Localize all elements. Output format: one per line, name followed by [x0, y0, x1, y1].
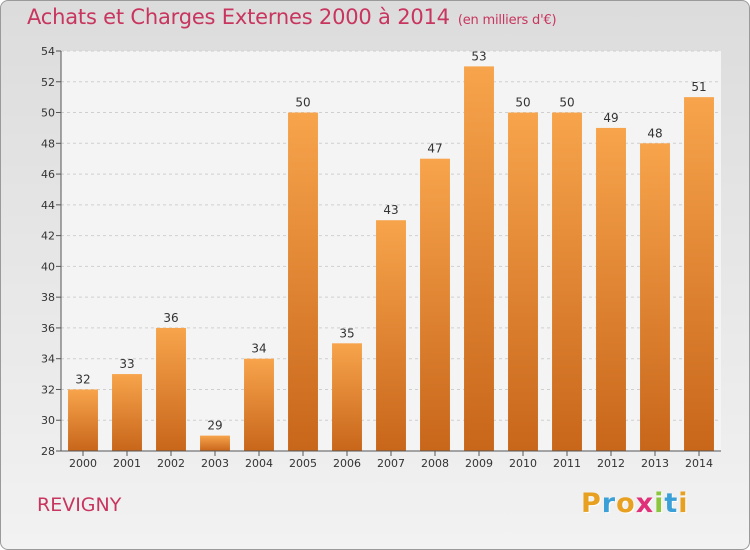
chart-unit: (en milliers d'€)	[457, 13, 557, 28]
bar	[684, 97, 714, 452]
data-label: 35	[339, 326, 354, 340]
data-label: 32	[75, 372, 90, 386]
x-tick-label: 2001	[113, 457, 141, 470]
y-tick-label: 28	[41, 445, 55, 458]
bar	[288, 112, 318, 452]
logo-letter: i	[678, 488, 689, 519]
data-label: 43	[383, 203, 398, 217]
y-tick-label: 32	[41, 383, 55, 396]
bar	[68, 389, 98, 451]
logo-letter: P	[581, 488, 602, 519]
chart-title: Achats et Charges Externes 2000 à 2014 (e…	[27, 5, 557, 29]
y-tick-label: 52	[41, 76, 55, 89]
bar	[156, 327, 186, 451]
x-tick-label: 2008	[421, 457, 449, 470]
y-tick-label: 40	[41, 260, 55, 273]
data-label: 49	[603, 111, 618, 125]
data-label: 36	[163, 311, 178, 325]
y-tick-label: 54	[41, 45, 55, 58]
bar	[464, 66, 494, 451]
y-tick-label: 30	[41, 414, 55, 427]
commune-name: REVIGNY	[37, 494, 122, 516]
bar	[200, 435, 230, 451]
bar	[596, 127, 626, 451]
y-tick-label: 38	[41, 291, 55, 304]
bar	[112, 374, 142, 451]
logo-letter: i	[654, 488, 665, 519]
x-tick-label: 2014	[685, 457, 713, 470]
x-tick-label: 2011	[553, 457, 581, 470]
bar	[552, 112, 582, 452]
x-tick-label: 2006	[333, 457, 361, 470]
y-tick-label: 48	[41, 137, 55, 150]
data-label: 33	[119, 357, 134, 371]
data-label: 50	[515, 96, 530, 110]
bar	[332, 343, 362, 451]
data-label: 47	[427, 142, 442, 156]
x-tick-label: 2000	[69, 457, 97, 470]
bar	[640, 143, 670, 452]
x-tick-label: 2005	[289, 457, 317, 470]
data-label: 29	[207, 419, 222, 433]
logo-letter: o	[616, 488, 636, 519]
data-label: 50	[559, 96, 574, 110]
x-tick-label: 2004	[245, 457, 273, 470]
chart-title-text: Achats et Charges Externes 2000 à 2014	[27, 5, 450, 29]
axis-layer: 28 30 32 34 36 38 40 42 44 46 48 50 52 54 2000 2001 2002…	[41, 45, 721, 470]
bar	[244, 358, 274, 451]
x-tick-label: 2003	[201, 457, 229, 470]
x-tick-label: 2012	[597, 457, 625, 470]
x-tick-label: 2009	[465, 457, 493, 470]
bar-layer: 32 33 36 29 34 50 35 43 47 53 50 50 49 48 51	[68, 49, 714, 452]
logo-letter: x	[635, 488, 655, 519]
y-tick-label: 36	[41, 322, 55, 335]
bar	[508, 112, 538, 452]
data-label: 51	[691, 80, 706, 94]
data-label: 50	[295, 96, 310, 110]
bar	[420, 158, 450, 451]
y-tick-label: 46	[41, 168, 55, 181]
data-label: 48	[647, 126, 662, 140]
x-tick-label: 2013	[641, 457, 669, 470]
y-tick-label: 44	[41, 199, 55, 212]
proxiti-logo: Proxiti	[581, 488, 689, 519]
logo-letter: r	[601, 488, 617, 519]
bar	[376, 220, 406, 451]
y-tick-label: 42	[41, 230, 55, 243]
x-tick-label: 2007	[377, 457, 405, 470]
data-label: 53	[471, 49, 486, 63]
logo-letter: t	[664, 488, 679, 519]
data-label: 34	[251, 342, 266, 356]
x-tick-label: 2002	[157, 457, 185, 470]
y-tick-label: 50	[41, 107, 55, 120]
x-tick-label: 2010	[509, 457, 537, 470]
y-tick-label: 34	[41, 353, 55, 366]
